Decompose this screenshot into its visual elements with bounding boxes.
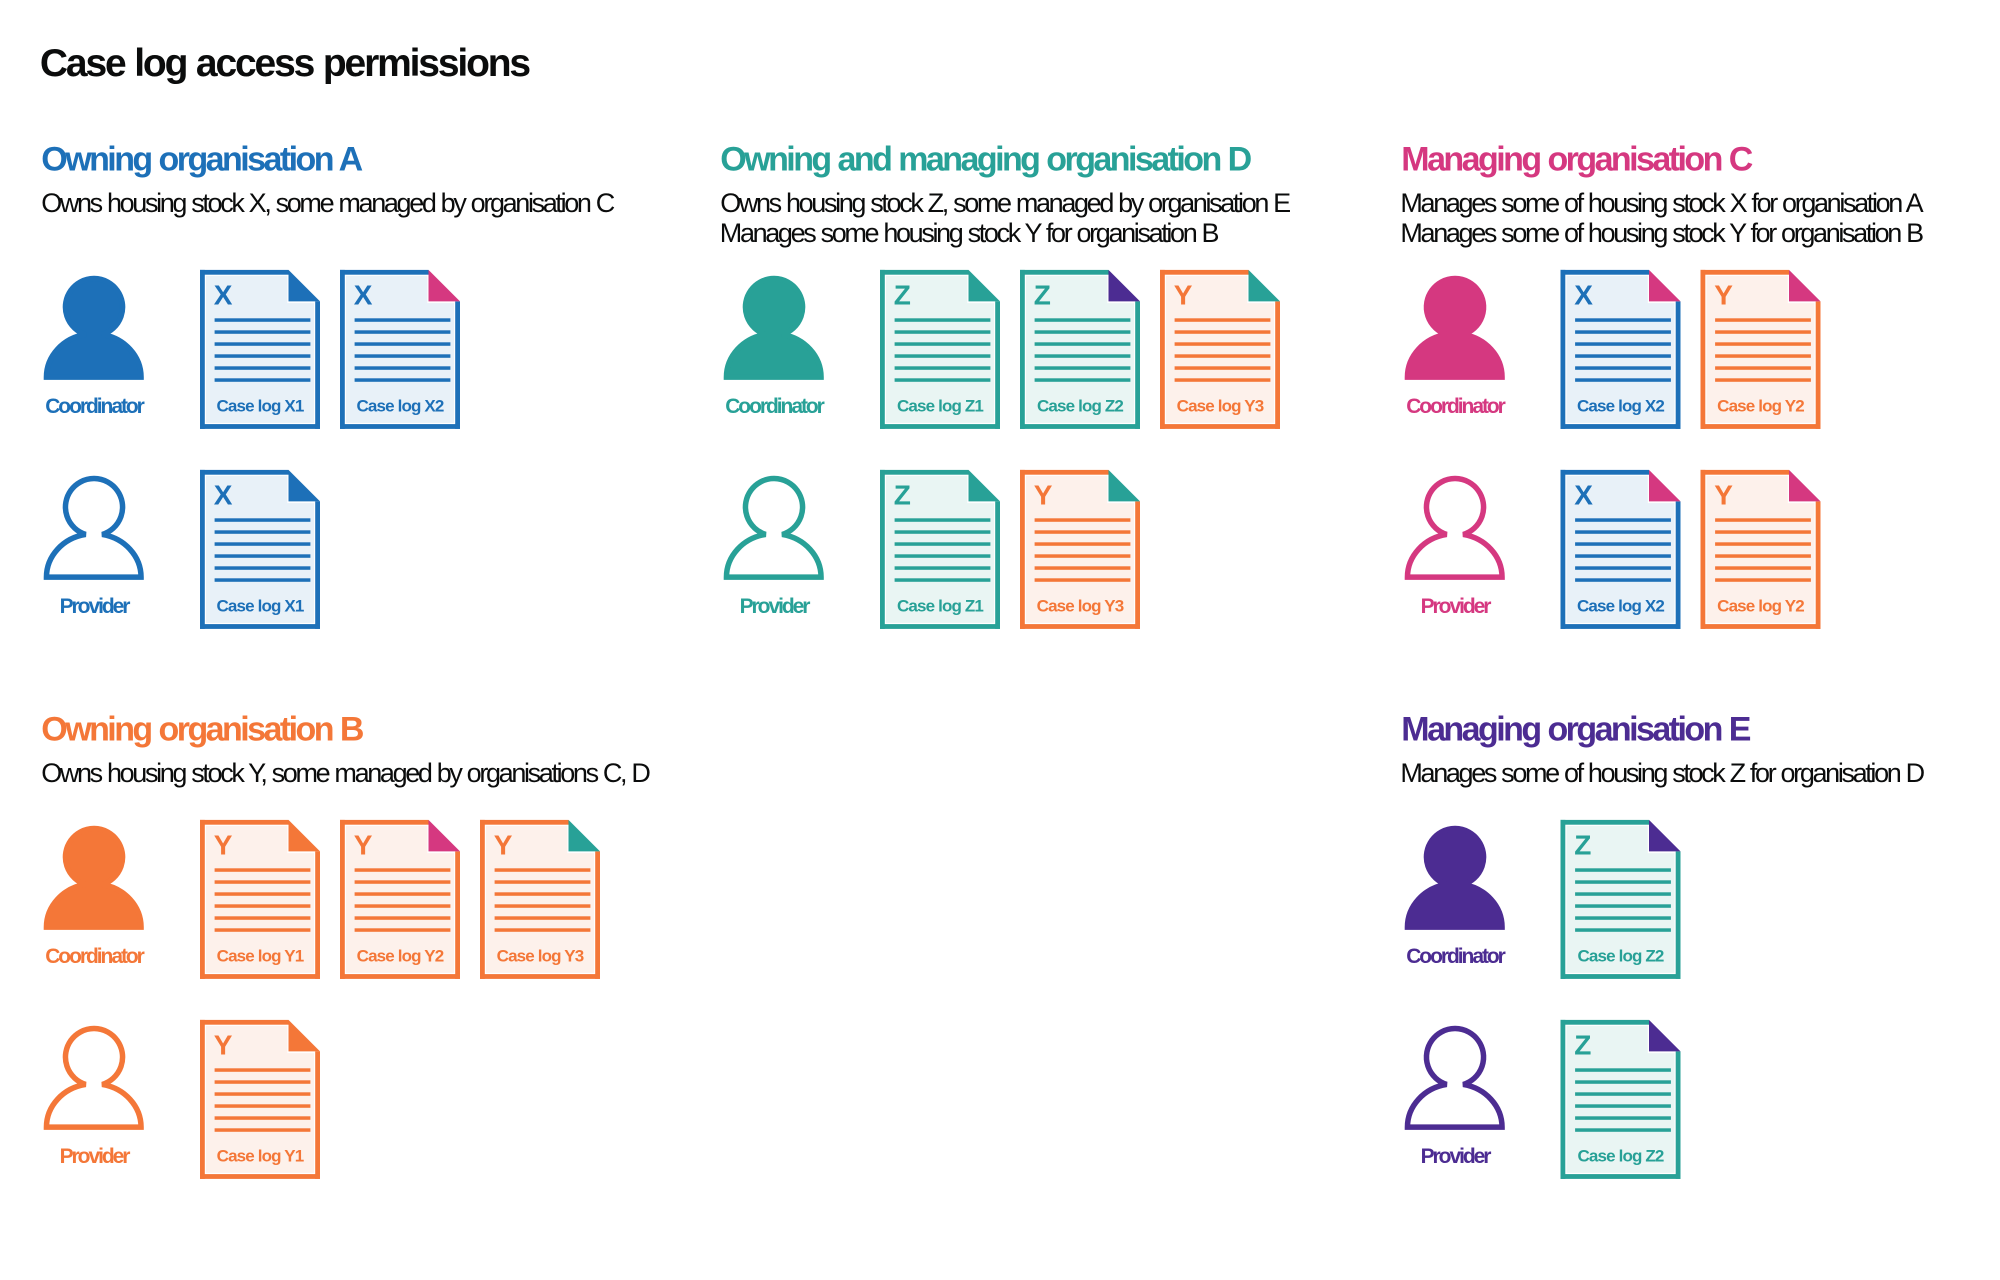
svg-text:Y: Y (354, 830, 373, 861)
svg-text:Case log Y2: Case log Y2 (357, 947, 444, 966)
svg-text:Z: Z (894, 280, 911, 311)
svg-text:Owns housing stock X, some man: Owns housing stock X, some managed by or… (41, 188, 615, 218)
svg-text:Case log Y3: Case log Y3 (1037, 597, 1124, 616)
svg-text:Owning organisation B: Owning organisation B (41, 711, 364, 749)
svg-text:Z: Z (894, 480, 911, 511)
svg-text:Case log Y3: Case log Y3 (497, 947, 584, 966)
svg-text:Coordinator: Coordinator (45, 945, 144, 968)
svg-text:Case log Y3: Case log Y3 (1177, 397, 1264, 416)
svg-text:Y: Y (1174, 280, 1193, 311)
svg-text:Provider: Provider (740, 595, 811, 618)
svg-text:Case log Z2: Case log Z2 (1577, 1147, 1663, 1166)
svg-text:Provider: Provider (60, 1145, 131, 1168)
svg-text:Case log Y1: Case log Y1 (217, 1147, 304, 1166)
svg-text:Case log Z2: Case log Z2 (1037, 397, 1123, 416)
svg-text:Coordinator: Coordinator (45, 395, 144, 418)
svg-text:Manages some of housing stock: Manages some of housing stock Y for orga… (1400, 218, 1923, 248)
svg-text:X: X (1574, 280, 1593, 311)
svg-text:Y: Y (1714, 480, 1733, 511)
svg-text:Case log Z2: Case log Z2 (1577, 947, 1663, 966)
svg-text:Case log Y1: Case log Y1 (217, 947, 304, 966)
svg-text:Y: Y (214, 1030, 233, 1061)
svg-text:Provider: Provider (1421, 595, 1492, 618)
svg-text:X: X (214, 480, 233, 511)
svg-text:Z: Z (1034, 280, 1051, 311)
svg-text:Provider: Provider (60, 595, 131, 618)
svg-text:Z: Z (1574, 1030, 1591, 1061)
svg-text:Owns housing stock Y, some man: Owns housing stock Y, some managed by or… (41, 758, 650, 788)
svg-text:Case log X2: Case log X2 (1577, 397, 1664, 416)
svg-text:Z: Z (1574, 830, 1591, 861)
svg-text:X: X (214, 280, 233, 311)
svg-text:Case log Z1: Case log Z1 (897, 397, 983, 416)
svg-text:Case log Y2: Case log Y2 (1717, 597, 1804, 616)
svg-text:Owning and managing organisati: Owning and managing organisation D (720, 141, 1251, 179)
svg-text:Case log access permissions: Case log access permissions (40, 42, 531, 85)
svg-text:Manages some of housing stock: Manages some of housing stock X for orga… (1400, 188, 1923, 218)
svg-text:Case log X2: Case log X2 (356, 397, 443, 416)
svg-text:Case log Z1: Case log Z1 (897, 597, 983, 616)
svg-text:Case log X2: Case log X2 (1577, 597, 1664, 616)
svg-text:Owns housing stock Z, some man: Owns housing stock Z, some managed by or… (720, 188, 1290, 218)
svg-text:Provider: Provider (1421, 1145, 1492, 1168)
svg-text:Manages some housing stock Y f: Manages some housing stock Y for organis… (720, 218, 1219, 248)
svg-text:Y: Y (214, 830, 233, 861)
svg-text:Y: Y (494, 830, 513, 861)
svg-text:Case log X1: Case log X1 (216, 597, 303, 616)
svg-text:Case log X1: Case log X1 (216, 397, 303, 416)
svg-text:Coordinator: Coordinator (1406, 395, 1505, 418)
svg-text:Y: Y (1034, 480, 1053, 511)
svg-text:Case log Y2: Case log Y2 (1717, 397, 1804, 416)
svg-text:Coordinator: Coordinator (1406, 945, 1505, 968)
svg-text:Owning organisation A: Owning organisation A (41, 141, 362, 179)
svg-text:X: X (1574, 480, 1593, 511)
svg-text:Y: Y (1714, 280, 1733, 311)
svg-text:Managing organisation E: Managing organisation E (1401, 711, 1750, 749)
svg-text:Managing organisation C: Managing organisation C (1401, 141, 1752, 179)
svg-text:X: X (354, 280, 373, 311)
svg-text:Coordinator: Coordinator (725, 395, 824, 418)
svg-text:Manages some of housing stock: Manages some of housing stock Z for orga… (1400, 758, 1924, 788)
